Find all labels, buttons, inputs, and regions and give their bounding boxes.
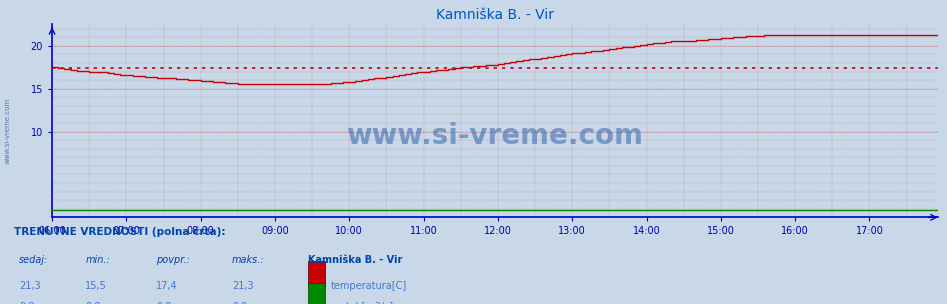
Text: TRENUTNE VREDNOSTI (polna črta):: TRENUTNE VREDNOSTI (polna črta): bbox=[14, 226, 225, 237]
Bar bbox=[308, 283, 325, 304]
Text: 21,3: 21,3 bbox=[19, 281, 41, 291]
Text: 21,3: 21,3 bbox=[232, 281, 254, 291]
Text: 0,8: 0,8 bbox=[19, 302, 34, 304]
Text: temperatura[C]: temperatura[C] bbox=[331, 281, 407, 291]
Text: Kamniška B. - Vir: Kamniška B. - Vir bbox=[308, 255, 402, 265]
Text: pretok[m3/s]: pretok[m3/s] bbox=[331, 302, 394, 304]
Text: 17,4: 17,4 bbox=[156, 281, 178, 291]
Text: min.:: min.: bbox=[85, 255, 110, 265]
Text: povpr.:: povpr.: bbox=[156, 255, 190, 265]
Text: 0,8: 0,8 bbox=[156, 302, 171, 304]
Text: 0,8: 0,8 bbox=[85, 302, 100, 304]
Text: 15,5: 15,5 bbox=[85, 281, 107, 291]
Text: maks.:: maks.: bbox=[232, 255, 264, 265]
Bar bbox=[308, 261, 325, 286]
Text: www.si-vreme.com: www.si-vreme.com bbox=[5, 98, 10, 164]
Text: sedaj:: sedaj: bbox=[19, 255, 48, 265]
Text: www.si-vreme.com: www.si-vreme.com bbox=[347, 122, 643, 150]
Title: Kamniška B. - Vir: Kamniška B. - Vir bbox=[436, 8, 554, 22]
Text: 0,9: 0,9 bbox=[232, 302, 247, 304]
